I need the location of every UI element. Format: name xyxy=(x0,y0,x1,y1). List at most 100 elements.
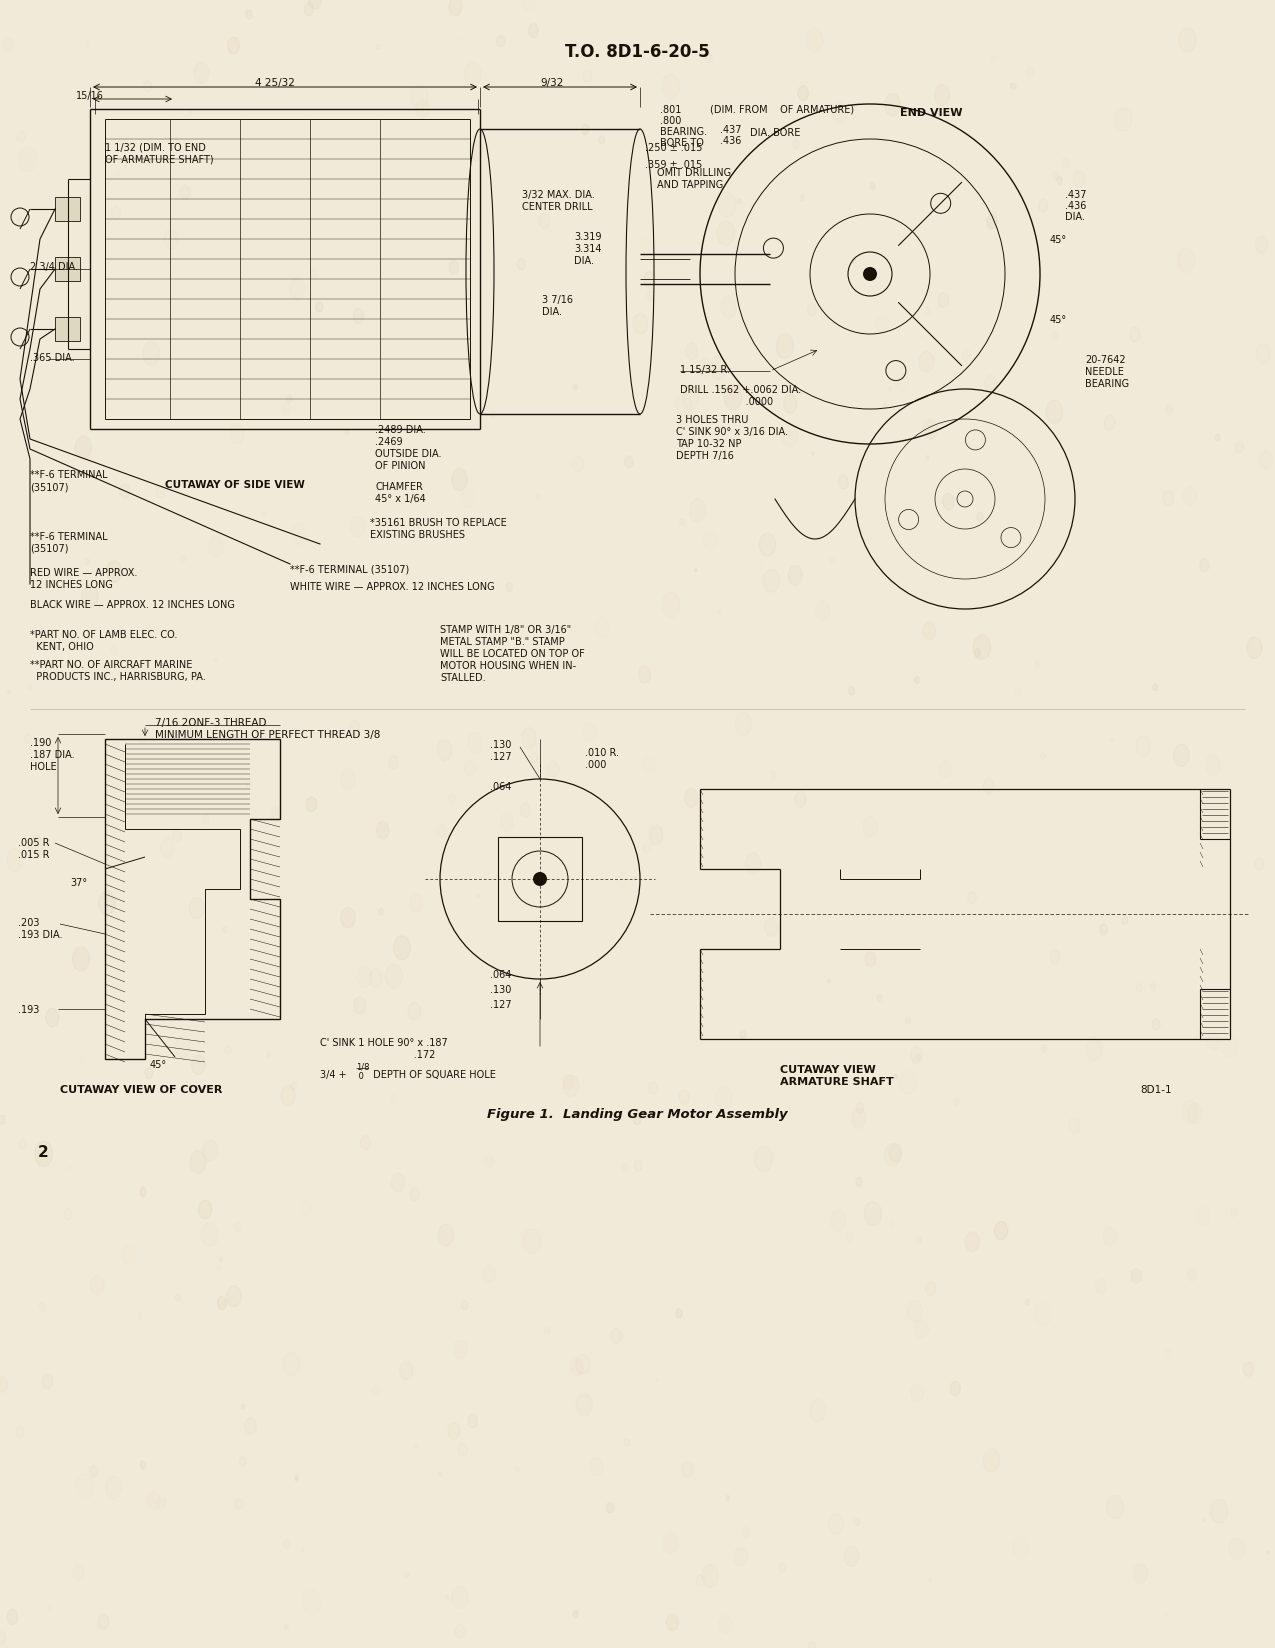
Text: .203: .203 xyxy=(18,918,40,928)
Text: Figure 1.  Landing Gear Motor Assembly: Figure 1. Landing Gear Motor Assembly xyxy=(487,1107,787,1121)
Text: DEPTH OF SQUARE HOLE: DEPTH OF SQUARE HOLE xyxy=(370,1070,496,1079)
Text: AND TAPPING: AND TAPPING xyxy=(657,180,723,190)
Bar xyxy=(55,257,80,282)
Text: CENTER DRILL: CENTER DRILL xyxy=(521,201,593,213)
Text: .2489 DIA.: .2489 DIA. xyxy=(375,425,426,435)
Text: C' SINK 90° x 3/16 DIA.: C' SINK 90° x 3/16 DIA. xyxy=(676,427,788,437)
Text: DIA.: DIA. xyxy=(574,255,594,265)
Text: .801: .801 xyxy=(660,105,681,115)
Text: BORE TO: BORE TO xyxy=(660,138,704,148)
Text: .193: .193 xyxy=(18,1004,40,1015)
Text: 45°: 45° xyxy=(1051,315,1067,325)
Circle shape xyxy=(863,269,877,282)
Text: BLACK WIRE — APPROX. 12 INCHES LONG: BLACK WIRE — APPROX. 12 INCHES LONG xyxy=(31,600,235,610)
Text: 9/32: 9/32 xyxy=(541,77,564,87)
Bar xyxy=(55,318,80,341)
Text: OUTSIDE DIA.: OUTSIDE DIA. xyxy=(375,448,441,458)
Text: OF PINION: OF PINION xyxy=(375,461,426,471)
Text: TAP 10-32 NP: TAP 10-32 NP xyxy=(676,438,742,448)
Text: NEEDLE: NEEDLE xyxy=(1085,368,1123,377)
Text: DEPTH 7/16: DEPTH 7/16 xyxy=(676,450,734,461)
Text: 0: 0 xyxy=(356,1071,363,1081)
Text: WILL BE LOCATED ON TOP OF: WILL BE LOCATED ON TOP OF xyxy=(440,649,585,659)
Text: 20-7642: 20-7642 xyxy=(1085,354,1126,364)
Text: 45°: 45° xyxy=(150,1060,167,1070)
Text: 3.319: 3.319 xyxy=(574,232,602,242)
Text: .130: .130 xyxy=(490,984,511,994)
Text: 3.314: 3.314 xyxy=(574,244,602,254)
Text: 8D1-1: 8D1-1 xyxy=(1140,1084,1172,1094)
Text: .0000: .0000 xyxy=(680,397,773,407)
Text: 1 1/32 (DIM. TO END: 1 1/32 (DIM. TO END xyxy=(105,143,205,153)
Text: .437: .437 xyxy=(720,125,742,135)
Text: STAMP WITH 1/8" OR 3/16": STAMP WITH 1/8" OR 3/16" xyxy=(440,625,571,634)
Text: DIA.: DIA. xyxy=(1065,213,1085,222)
Text: .250 ± .015: .250 ± .015 xyxy=(645,143,703,153)
Bar xyxy=(499,837,581,921)
Text: WHITE WIRE — APPROX. 12 INCHES LONG: WHITE WIRE — APPROX. 12 INCHES LONG xyxy=(289,582,495,592)
Text: .064: .064 xyxy=(490,969,511,979)
Text: HOLE: HOLE xyxy=(31,761,56,771)
Text: .130: .130 xyxy=(490,740,511,750)
Text: .436: .436 xyxy=(1065,201,1086,211)
Text: .365 DIA.: .365 DIA. xyxy=(31,353,75,363)
Text: CUTAWAY VIEW OF COVER: CUTAWAY VIEW OF COVER xyxy=(60,1084,222,1094)
Text: .005 R: .005 R xyxy=(18,837,50,847)
Text: C' SINK 1 HOLE 90° x .187: C' SINK 1 HOLE 90° x .187 xyxy=(320,1037,448,1048)
Text: MINIMUM LENGTH OF PERFECT THREAD 3/8: MINIMUM LENGTH OF PERFECT THREAD 3/8 xyxy=(156,730,380,740)
Text: CHAMFER: CHAMFER xyxy=(375,481,423,491)
Text: .359 ± .015: .359 ± .015 xyxy=(645,160,703,170)
Text: DRILL .1562 +.0062 DIA.: DRILL .1562 +.0062 DIA. xyxy=(680,384,801,396)
Text: .437: .437 xyxy=(1065,190,1086,199)
Text: 45°: 45° xyxy=(1051,236,1067,246)
Text: CUTAWAY VIEW: CUTAWAY VIEW xyxy=(780,1065,876,1074)
Text: END VIEW: END VIEW xyxy=(900,107,963,119)
Text: 1/8: 1/8 xyxy=(356,1063,370,1071)
Text: .172: .172 xyxy=(320,1050,435,1060)
Text: BEARING: BEARING xyxy=(1085,379,1130,389)
Text: .127: .127 xyxy=(490,751,511,761)
Text: 12 INCHES LONG: 12 INCHES LONG xyxy=(31,580,113,590)
Text: BEARING.: BEARING. xyxy=(660,127,708,137)
Text: ARMATURE SHAFT: ARMATURE SHAFT xyxy=(780,1076,894,1086)
Text: MOTOR HOUSING WHEN IN-: MOTOR HOUSING WHEN IN- xyxy=(440,661,576,671)
Text: DIA. BORE: DIA. BORE xyxy=(750,129,801,138)
Circle shape xyxy=(533,872,547,887)
Text: **F-6 TERMINAL: **F-6 TERMINAL xyxy=(31,532,107,542)
Text: 3 HOLES THRU: 3 HOLES THRU xyxy=(676,415,748,425)
Bar xyxy=(55,198,80,222)
Text: .800: .800 xyxy=(660,115,681,125)
Text: STALLED.: STALLED. xyxy=(440,672,486,682)
Text: **PART NO. OF AIRCRAFT MARINE: **PART NO. OF AIRCRAFT MARINE xyxy=(31,659,193,669)
Text: (35107): (35107) xyxy=(31,544,69,554)
Text: 3 7/16: 3 7/16 xyxy=(542,295,572,305)
Text: **F-6 TERMINAL (35107): **F-6 TERMINAL (35107) xyxy=(289,565,409,575)
Text: KENT, OHIO: KENT, OHIO xyxy=(31,641,94,651)
Text: .193 DIA.: .193 DIA. xyxy=(18,929,62,939)
Text: DIA.: DIA. xyxy=(542,307,562,316)
Text: 3/32 MAX. DIA.: 3/32 MAX. DIA. xyxy=(521,190,594,199)
Text: 4 25/32: 4 25/32 xyxy=(255,77,295,87)
Text: 3/4 +: 3/4 + xyxy=(320,1070,347,1079)
Text: EXISTING BRUSHES: EXISTING BRUSHES xyxy=(370,529,465,539)
Text: METAL STAMP "B." STAMP: METAL STAMP "B." STAMP xyxy=(440,636,565,646)
Text: CUTAWAY OF SIDE VIEW: CUTAWAY OF SIDE VIEW xyxy=(164,480,305,489)
Text: *35161 BRUSH TO REPLACE: *35161 BRUSH TO REPLACE xyxy=(370,517,506,527)
Text: 2 3/4 DIA.: 2 3/4 DIA. xyxy=(31,262,78,272)
Text: .2469: .2469 xyxy=(375,437,403,447)
Text: T.O. 8D1-6-20-5: T.O. 8D1-6-20-5 xyxy=(565,43,709,61)
Text: .190: .190 xyxy=(31,738,51,748)
Text: (35107): (35107) xyxy=(31,481,69,491)
Text: **F-6 TERMINAL: **F-6 TERMINAL xyxy=(31,470,107,480)
Text: *PART NO. OF LAMB ELEC. CO.: *PART NO. OF LAMB ELEC. CO. xyxy=(31,630,177,639)
Text: OF ARMATURE SHAFT): OF ARMATURE SHAFT) xyxy=(105,155,214,165)
Text: PRODUCTS INC., HARRISBURG, PA.: PRODUCTS INC., HARRISBURG, PA. xyxy=(31,672,205,682)
Text: .015 R: .015 R xyxy=(18,849,50,860)
Text: .010 R.: .010 R. xyxy=(585,748,618,758)
Text: 15/16: 15/16 xyxy=(76,91,103,101)
Text: 2: 2 xyxy=(38,1144,48,1159)
Text: 1 15/32 R.: 1 15/32 R. xyxy=(680,364,729,374)
Text: (DIM. FROM    OF ARMATURE): (DIM. FROM OF ARMATURE) xyxy=(710,105,854,115)
Text: 45° x 1/64: 45° x 1/64 xyxy=(375,494,426,504)
Text: .436: .436 xyxy=(720,135,741,147)
